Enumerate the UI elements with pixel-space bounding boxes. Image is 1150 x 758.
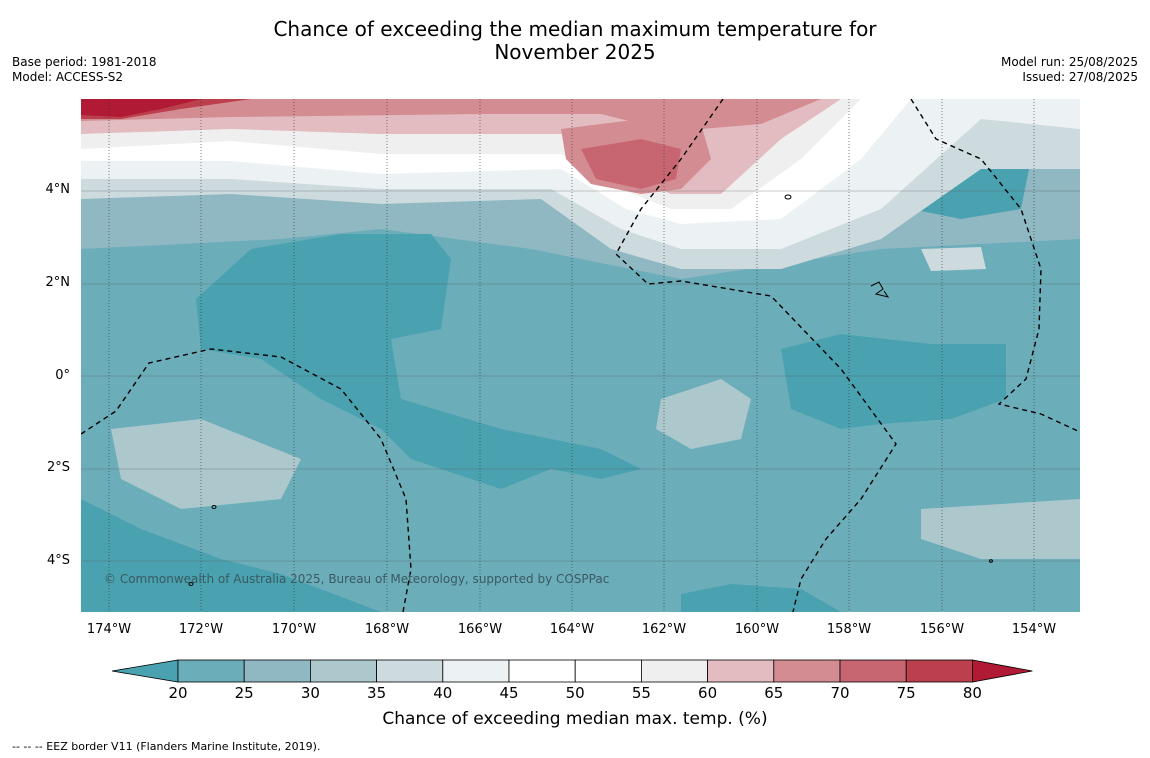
lat-lines bbox=[81, 190, 1080, 562]
lon-label-164w: 164°W bbox=[549, 622, 595, 637]
colorbar-tick-label: 75 bbox=[896, 684, 916, 702]
lon-label-174w: 174°W bbox=[86, 622, 132, 637]
band-lt-20-b bbox=[781, 334, 1006, 429]
colorbar bbox=[112, 659, 1033, 683]
colorbar-tick-label: 40 bbox=[433, 684, 453, 702]
colorbar-segment bbox=[773, 659, 841, 683]
colorbar-tick-label: 45 bbox=[499, 684, 519, 702]
lon-label-160w: 160°W bbox=[734, 622, 780, 637]
band-35-40-d bbox=[921, 247, 986, 271]
colorbar-segment bbox=[707, 659, 775, 683]
band-30-35-c bbox=[921, 499, 1080, 559]
colorbar-tick-label: 50 bbox=[565, 684, 585, 702]
lat-label-2s: 2°S bbox=[46, 460, 70, 475]
colorbar-tick-label: 80 bbox=[962, 684, 982, 702]
eez-note: -- -- -- EEZ border V11 (Flanders Marine… bbox=[12, 740, 321, 753]
colorbar-segment bbox=[376, 659, 444, 683]
band-lt-20-a bbox=[196, 234, 641, 489]
colorbar-segment bbox=[177, 659, 245, 683]
colorbar-tick-label: 65 bbox=[764, 684, 784, 702]
colorbar-extend-high bbox=[972, 659, 1033, 683]
band-gt-80 bbox=[81, 99, 201, 117]
colorbar-segment bbox=[508, 659, 576, 683]
colorbar-segment bbox=[442, 659, 510, 683]
colorbar-segment bbox=[309, 659, 377, 683]
colorbar-segment bbox=[243, 659, 311, 683]
colorbar-extend-low bbox=[112, 659, 179, 683]
eez-borders bbox=[81, 99, 1080, 612]
band-70-75 bbox=[581, 139, 681, 189]
band-30-35-a bbox=[656, 379, 751, 449]
band-lt-20-c bbox=[81, 499, 381, 612]
model-run: Model run: 25/08/2025 bbox=[1000, 55, 1138, 69]
band-lt-20-d bbox=[681, 584, 841, 612]
map-title: Chance of exceeding the median maximum t… bbox=[0, 18, 1150, 64]
colorbar-tick-label: 30 bbox=[300, 684, 320, 702]
title-line-1: Chance of exceeding the median maximum t… bbox=[273, 17, 877, 41]
colorbar-segment bbox=[839, 659, 907, 683]
lat-label-0: 0° bbox=[55, 368, 70, 383]
copyright-notice: © Commonwealth of Australia 2025, Bureau… bbox=[104, 572, 610, 586]
lat-label-4s: 4°S bbox=[46, 553, 70, 568]
meta-right: Model run: 25/08/2025 Issued: 27/08/2025 bbox=[1001, 55, 1138, 85]
colorbar-segment bbox=[574, 659, 642, 683]
colorbar-tick-label: 70 bbox=[830, 684, 850, 702]
forecast-map bbox=[81, 99, 1080, 612]
lat-label-2n: 2°N bbox=[45, 275, 71, 290]
colorbar-segment bbox=[641, 659, 709, 683]
title-line-2: November 2025 bbox=[494, 40, 656, 64]
colorbar-tick-label: 20 bbox=[168, 684, 188, 702]
model-name: Model: ACCESS-S2 bbox=[12, 70, 124, 84]
meta-left: Base period: 1981-2018 Model: ACCESS-S2 bbox=[12, 55, 157, 85]
lon-label-172w: 172°W bbox=[178, 622, 224, 637]
lon-label-168w: 168°W bbox=[364, 622, 410, 637]
colorbar-tick-label: 25 bbox=[234, 684, 254, 702]
lon-label-154w: 154°W bbox=[1011, 622, 1057, 637]
lon-label-170w: 170°W bbox=[271, 622, 317, 637]
band-30-35-b bbox=[111, 419, 301, 509]
colorbar-tick-label: 35 bbox=[367, 684, 387, 702]
colorbar-tick-label: 60 bbox=[698, 684, 718, 702]
islands bbox=[188, 194, 993, 586]
colorbar-tick-label: 55 bbox=[631, 684, 651, 702]
lon-label-162w: 162°W bbox=[641, 622, 687, 637]
issued-date: Issued: 27/08/2025 bbox=[1022, 70, 1138, 84]
colorbar-segment bbox=[905, 659, 973, 683]
base-period: Base period: 1981-2018 bbox=[12, 55, 157, 69]
lat-label-4n: 4°N bbox=[45, 182, 71, 197]
lon-label-158w: 158°W bbox=[826, 622, 872, 637]
colorbar-label: Chance of exceeding median max. temp. (%… bbox=[382, 709, 768, 729]
lon-label-166w: 166°W bbox=[457, 622, 503, 637]
lon-label-156w: 156°W bbox=[919, 622, 965, 637]
